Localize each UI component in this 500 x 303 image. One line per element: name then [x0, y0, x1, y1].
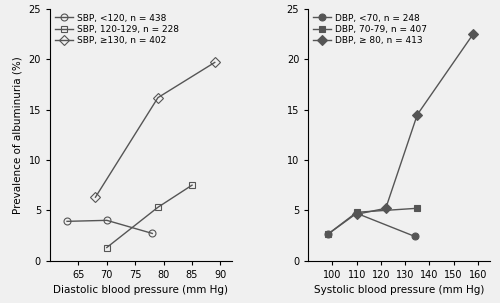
Y-axis label: Prevalence of albuminuria (%): Prevalence of albuminuria (%)	[13, 56, 23, 214]
DBP, 70-79, n = 407	[324, 233, 330, 236]
DBP, 70-79, n = 407	[354, 211, 360, 214]
SBP, 120-129, n = 228	[155, 205, 161, 209]
Line: DBP, ≥ 80, n = 413: DBP, ≥ 80, n = 413	[353, 31, 476, 218]
DBP, <70, n = 248	[412, 235, 418, 238]
SBP, ≥130, n = 402	[212, 61, 218, 64]
Line: DBP, 70-79, n = 407: DBP, 70-79, n = 407	[324, 205, 420, 238]
DBP, ≥ 80, n = 413	[383, 206, 389, 210]
DBP, <70, n = 248	[324, 233, 330, 236]
SBP, <120, n = 438	[64, 220, 70, 223]
Legend: SBP, <120, n = 438, SBP, 120-129, n = 228, SBP, ≥130, n = 402: SBP, <120, n = 438, SBP, 120-129, n = 22…	[52, 12, 181, 47]
Line: SBP, ≥130, n = 402: SBP, ≥130, n = 402	[92, 59, 218, 201]
DBP, ≥ 80, n = 413	[470, 32, 476, 36]
SBP, ≥130, n = 402	[155, 96, 161, 99]
X-axis label: Diastolic blood pressure (mm Hg): Diastolic blood pressure (mm Hg)	[54, 285, 229, 295]
SBP, ≥130, n = 402	[92, 195, 98, 199]
Line: SBP, 120-129, n = 228: SBP, 120-129, n = 228	[104, 182, 196, 251]
SBP, 120-129, n = 228	[189, 183, 195, 187]
Legend: DBP, <70, n = 248, DBP, 70-79, n = 407, DBP, ≥ 80, n = 413: DBP, <70, n = 248, DBP, 70-79, n = 407, …	[311, 12, 429, 47]
Line: DBP, <70, n = 248: DBP, <70, n = 248	[324, 210, 418, 240]
DBP, ≥ 80, n = 413	[414, 113, 420, 117]
SBP, <120, n = 438	[104, 218, 110, 222]
SBP, <120, n = 438	[150, 231, 156, 235]
X-axis label: Systolic blood pressure (mm Hg): Systolic blood pressure (mm Hg)	[314, 285, 484, 295]
SBP, 120-129, n = 228	[104, 246, 110, 249]
Line: SBP, <120, n = 438: SBP, <120, n = 438	[64, 217, 156, 237]
DBP, 70-79, n = 407	[414, 206, 420, 210]
DBP, <70, n = 248	[354, 211, 360, 215]
DBP, ≥ 80, n = 413	[354, 212, 360, 216]
